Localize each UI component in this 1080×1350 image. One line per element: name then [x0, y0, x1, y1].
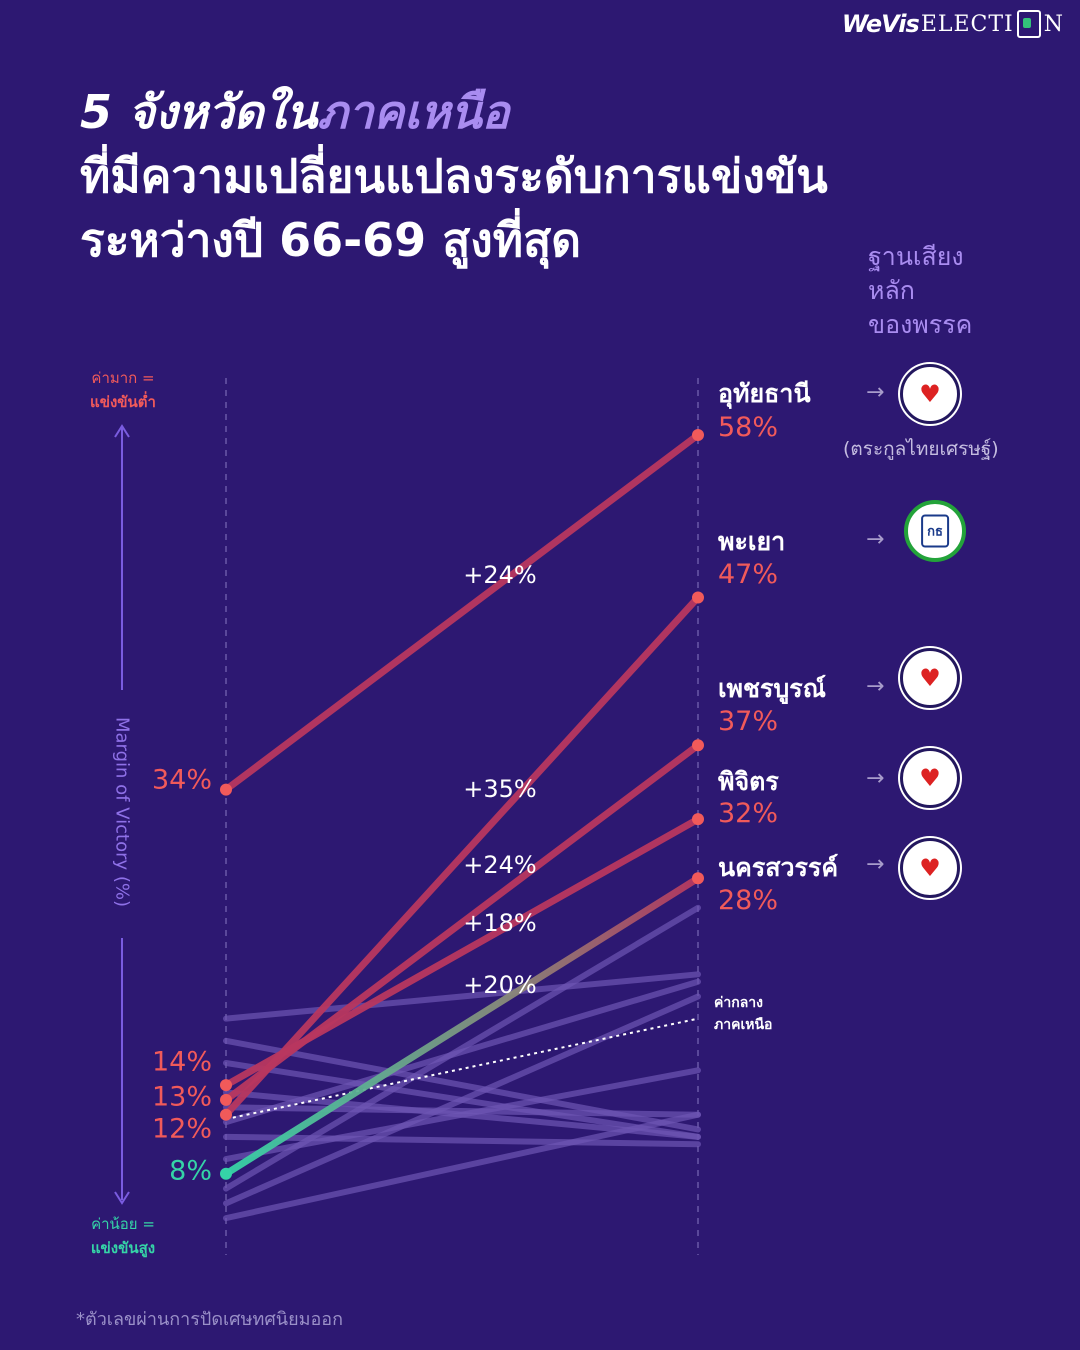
start-point: [220, 1167, 232, 1180]
other-province-line: [223, 1104, 701, 1118]
series-line-2: [222, 594, 702, 1119]
wevis-election-logo: WeVis ELECTI N: [842, 10, 1064, 38]
logo-election-end: N: [1043, 11, 1064, 37]
title-line2: ที่มีความเปลี่ยนแปลงระดับการแข่งขัน: [80, 149, 828, 203]
change-label: +24%: [463, 851, 536, 879]
value-phichit: 32%: [718, 798, 779, 829]
province-uthai-thani: อุทัยธานี: [718, 379, 811, 408]
change-label: +24%: [463, 561, 536, 589]
arrow-right-icon: →: [866, 766, 885, 791]
change-label: +20%: [463, 971, 536, 999]
province-phayao: พะเยา: [718, 527, 786, 556]
start-value-label: 13%: [152, 1082, 212, 1113]
other-province-line: [223, 993, 701, 1207]
party-note: (ตระกูลไทยเศรษฐ์): [843, 438, 999, 460]
end-point: [692, 591, 704, 604]
end-point: [692, 739, 704, 752]
party-base-header-line1: ฐานเสียง: [868, 242, 964, 271]
start-value-label: 12%: [152, 1114, 212, 1145]
province-phichit: พิจิตร: [718, 767, 779, 796]
party-base-header-line2: หลัก: [868, 276, 915, 305]
axis-bottom-line2: แข่งขันสูง: [90, 1239, 156, 1257]
series-line-4: [222, 815, 702, 1089]
start-point: [220, 783, 232, 796]
median-label-line1: ค่ากลาง: [714, 995, 763, 1011]
arrow-up-icon: [114, 424, 130, 438]
other-province-line: [223, 1111, 701, 1222]
logo-brand: WeVis: [841, 10, 920, 38]
other-province-line: [223, 978, 701, 1126]
other-province-line: [223, 1133, 701, 1148]
axis-bottom-label: ค่าน้อย = แข่งขันสูง: [78, 1212, 168, 1260]
pheu-thai-heart-map-icon: ♥: [900, 838, 960, 898]
pheu-thai-heart-map-icon: ♥: [900, 748, 960, 808]
logo-election: ELECTI: [920, 11, 1014, 37]
value-phetchabun: 37%: [718, 706, 779, 737]
other-province-line: [223, 904, 701, 1192]
series-line-1: [222, 431, 702, 794]
other-province-line: [223, 971, 701, 1022]
arrow-right-icon: →: [866, 674, 885, 699]
arrow-right-icon: →: [866, 527, 885, 552]
series-line-5: [222, 874, 702, 1178]
pheu-thai-heart-map-icon: ♥: [900, 648, 960, 708]
party-base-header: ฐานเสียง หลัก ของพรรค: [868, 240, 1018, 342]
start-value-label: 8%: [169, 1156, 212, 1187]
title-highlight: ภาคเหนือ: [317, 85, 510, 139]
start-point: [220, 1108, 232, 1121]
start-point: [220, 1093, 232, 1106]
title-line3: ระหว่างปี 66-69 สูงที่สุด: [80, 213, 582, 267]
arrow-right-icon: →: [866, 852, 885, 877]
start-point: [220, 1079, 232, 1092]
start-value-label: 14%: [152, 1047, 212, 1078]
province-nakhon-sawan: นครสวรรค์: [718, 853, 839, 882]
value-phayao: 47%: [718, 559, 779, 590]
start-value-label: 34%: [152, 765, 212, 796]
party-base-header-line3: ของพรรค: [868, 310, 973, 339]
change-label: +18%: [463, 909, 536, 937]
page-title: 5 จังหวัดในภาคเหนือ ที่มีความเปลี่ยนแปลง…: [80, 80, 828, 272]
arrow-right-icon: →: [866, 380, 885, 405]
change-label: +35%: [463, 775, 536, 803]
axis-top-line2: แข่งขันต่ำ: [90, 393, 156, 411]
median-label: ค่ากลาง ภาคเหนือ: [714, 992, 772, 1036]
axis-bottom-line1: ค่าน้อย =: [91, 1215, 155, 1233]
province-phetchabun: เพชรบูรณ์: [718, 674, 826, 703]
footnote: *ตัวเลขผ่านการปัดเศษทศนิยมออก: [76, 1309, 344, 1330]
axis-top-label: ค่ามาก = แข่งขันต่ำ: [78, 366, 168, 414]
pheu-thai-heart-map-icon: ♥: [900, 364, 960, 424]
axis-top-line1: ค่ามาก =: [91, 369, 155, 387]
arrow-down-icon: [114, 1191, 130, 1205]
end-point: [692, 813, 704, 826]
ballot-box-icon: [1016, 10, 1041, 38]
value-uthai-thani: 58%: [718, 412, 779, 443]
kor-sor-badge-icon: กธ: [904, 500, 966, 562]
title-line1: 5 จังหวัดใน: [80, 85, 318, 139]
end-point: [692, 872, 704, 885]
value-nakhon-sawan: 28%: [718, 885, 779, 916]
end-point: [692, 429, 704, 441]
median-label-line2: ภาคเหนือ: [714, 1017, 773, 1033]
